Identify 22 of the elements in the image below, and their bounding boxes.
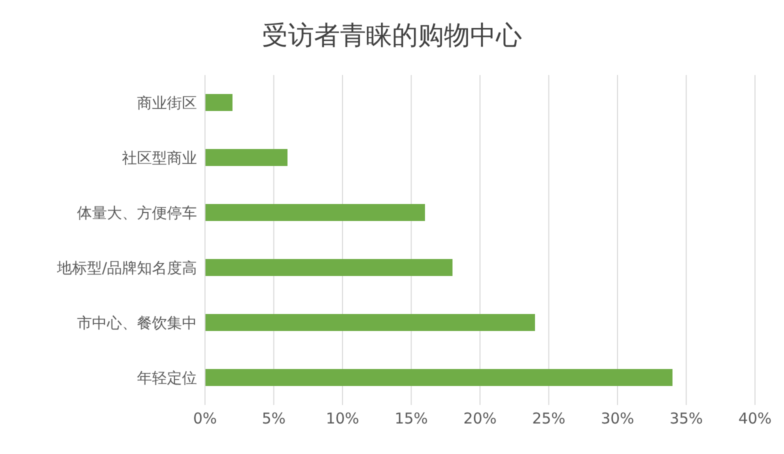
x-tick-label: 25% <box>532 410 566 428</box>
bar <box>205 204 425 221</box>
x-tick-label: 15% <box>394 410 428 428</box>
y-tick-label: 年轻定位 <box>137 368 197 387</box>
y-tick-label: 商业街区 <box>137 94 197 112</box>
y-tick-label: 地标型/品牌知名度高 <box>56 258 197 277</box>
bar <box>205 314 535 331</box>
x-tick-label: 0% <box>193 410 217 428</box>
x-tick-label: 30% <box>600 410 634 428</box>
x-tick-label: 35% <box>670 410 703 428</box>
x-tick-label: 5% <box>262 410 286 428</box>
y-tick-label: 体量大、方便停车 <box>77 204 197 222</box>
x-tick-label: 10% <box>326 410 360 428</box>
x-tick-label: 40% <box>738 410 772 428</box>
bar <box>205 369 672 386</box>
chart-title: 受访者青睐的购物中心 <box>261 20 523 53</box>
x-tick-label: 20% <box>463 410 497 428</box>
bar <box>205 259 452 276</box>
y-tick-label: 社区型商业 <box>122 148 197 167</box>
bar <box>205 94 232 111</box>
bar <box>205 149 288 166</box>
y-tick-label: 市中心、餐饮集中 <box>77 314 197 332</box>
